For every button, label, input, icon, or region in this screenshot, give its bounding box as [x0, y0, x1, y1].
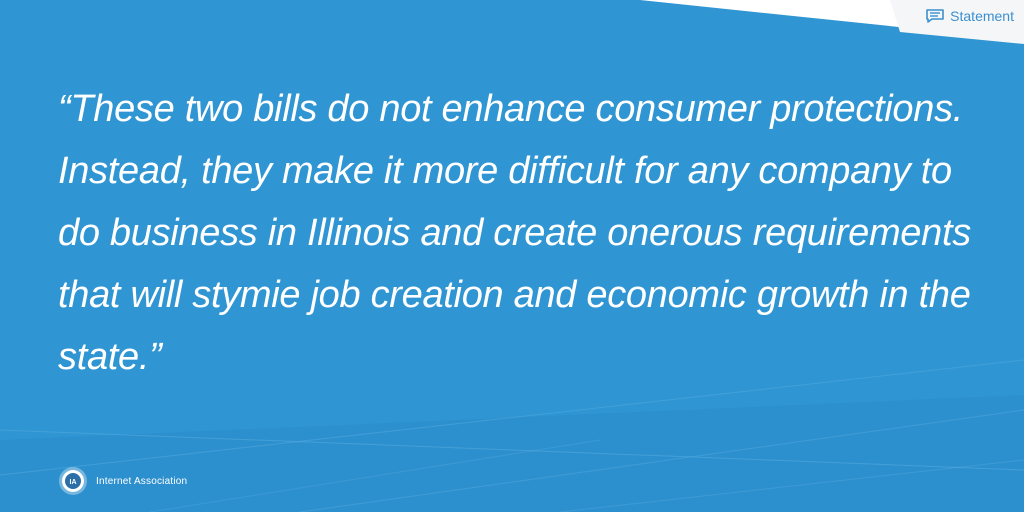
- speech-bubble-lines-icon: [926, 9, 944, 23]
- statement-badge: Statement: [926, 8, 1014, 24]
- brand-footer: IA Internet Association: [58, 466, 187, 496]
- badge-label: Statement: [950, 8, 1014, 24]
- quote-text: “These two bills do not enhance consumer…: [58, 88, 971, 378]
- logo-text: IA: [70, 479, 77, 486]
- brand-name: Internet Association: [96, 475, 188, 487]
- internet-association-logo-icon: IA: [59, 467, 87, 495]
